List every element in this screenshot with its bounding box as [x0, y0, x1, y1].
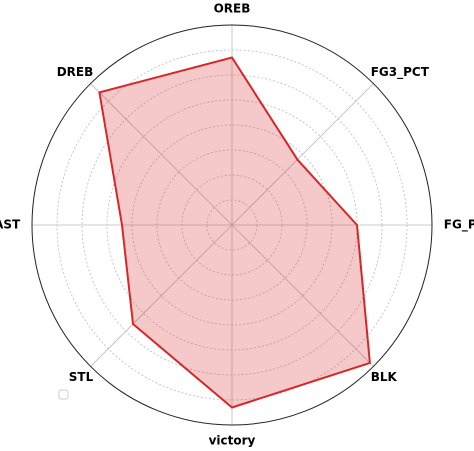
category-label: AST	[0, 218, 21, 232]
category-label: victory	[209, 434, 256, 448]
category-label: OREB	[214, 2, 251, 16]
spoke	[90, 224, 233, 367]
legend-box	[58, 389, 69, 400]
category-label: FG_PCT	[444, 218, 474, 233]
category-label: BLK	[371, 370, 398, 384]
outer-circle	[31, 24, 433, 426]
category-label: FG3_PCT	[371, 65, 430, 80]
spoke	[90, 83, 233, 226]
category-label: DREB	[57, 65, 94, 79]
spoke	[231, 83, 374, 226]
spoke	[231, 224, 374, 367]
category-label: STL	[69, 370, 94, 384]
radar-area	[98, 56, 371, 409]
